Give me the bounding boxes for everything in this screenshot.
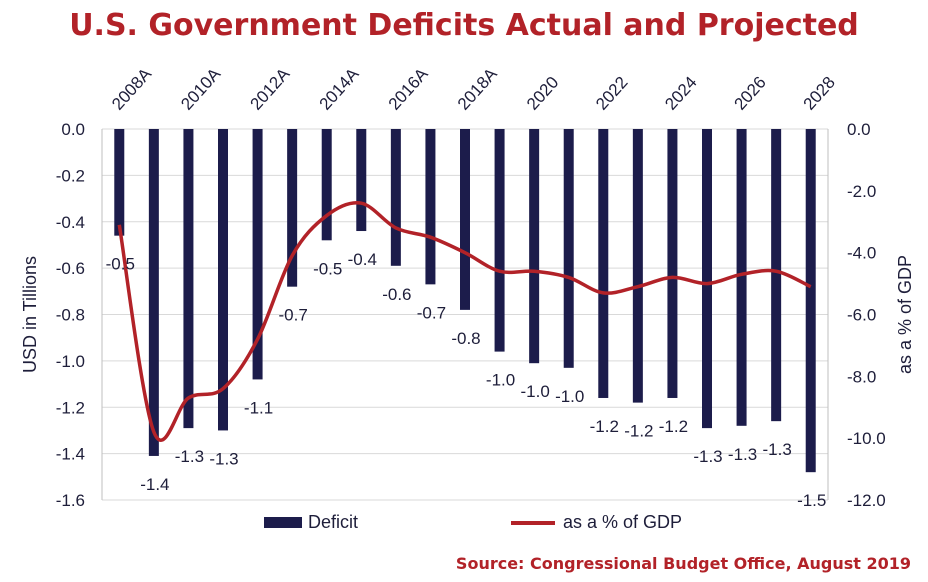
deficit-bar (183, 129, 194, 429)
deficit-bar (460, 129, 470, 310)
deficit-bar (494, 129, 505, 352)
deficit-bar (598, 129, 609, 398)
y-tick-label: -1.0 (56, 352, 85, 371)
gdp-percent-line (117, 201, 812, 442)
x-tick-label: 2008A (108, 64, 155, 114)
deficit-data-label: -1.0 (486, 371, 515, 390)
deficit-bar (252, 129, 263, 380)
deficit-bar (632, 129, 643, 403)
data-labels: -0.5 -1.4 -1.3 -1.3 -1.1 -0.7 -0.5 -0.4 -0.6 -0.7… (106, 250, 827, 510)
y-tick-label: -0.2 (56, 166, 85, 185)
deficit-data-label: -0.8 (451, 329, 480, 348)
deficit-data-label: -1.3 (728, 445, 757, 464)
x-tick-label: 2010A (177, 64, 224, 114)
y-tick-label: -1.6 (56, 491, 85, 510)
deficit-bar (667, 129, 678, 398)
x-tick-label: 2028 (800, 73, 839, 114)
deficit-data-label: -1.2 (624, 422, 653, 441)
deficit-data-label: -1.0 (520, 382, 549, 401)
y2-tick-label: -10.0 (847, 429, 886, 448)
legend-item-gdp: as a % of GDP (511, 512, 682, 533)
deficit-data-label: -0.5 (313, 259, 342, 278)
deficit-data-label: -0.6 (382, 285, 411, 304)
deficit-data-label: -0.5 (106, 255, 135, 274)
deficit-data-label: -1.5 (797, 491, 826, 510)
deficit-data-label: -1.1 (244, 398, 273, 417)
deficit-data-label: -1.3 (175, 447, 204, 466)
x-tick-label: 2026 (730, 73, 769, 114)
deficit-data-label: -1.3 (762, 440, 791, 459)
deficit-data-label: -1.2 (590, 417, 619, 436)
y-tick-label: -1.4 (56, 445, 85, 464)
deficit-bar (736, 129, 747, 426)
y2-tick-label: -2.0 (847, 182, 876, 201)
deficit-bar (563, 129, 574, 368)
y2-tick-label: 0.0 (847, 120, 871, 139)
deficit-bar (805, 129, 816, 473)
y-tick-label: -1.2 (56, 398, 85, 417)
chart-title: U.S. Government Deficits Actual and Proj… (69, 8, 859, 43)
deficit-bar (702, 129, 712, 429)
legend-label-deficit: Deficit (308, 512, 359, 532)
x-tick-label: 2014A (316, 64, 363, 114)
y-axis-title: USD in Tillions (20, 256, 40, 373)
deficit-bar (148, 129, 159, 456)
y-tick-label: -0.6 (56, 259, 85, 278)
bars (114, 129, 816, 473)
x-tick-label: 2016A (385, 64, 432, 114)
x-tick-label: 2018A (454, 64, 501, 114)
deficit-bar (390, 129, 401, 266)
y2-axis-title: as a % of GDP (895, 255, 915, 374)
deficit-data-label: -1.2 (659, 417, 688, 436)
deficit-data-label: -0.4 (348, 250, 377, 269)
deficit-data-label: -1.3 (209, 449, 238, 468)
deficit-data-label: -0.7 (417, 303, 446, 322)
deficit-bar (321, 129, 332, 241)
legend: Deficit as a % of GDP (0, 512, 928, 538)
y-tick-label: -0.4 (56, 213, 85, 232)
y-tick-label: -0.8 (56, 306, 85, 325)
gdp-line (117, 201, 812, 442)
legend-item-deficit: Deficit (264, 512, 358, 533)
deficit-bar (114, 129, 125, 236)
source-note: Source: Congressional Budget Office, Aug… (455, 554, 911, 573)
x-tick-label: 2012A (246, 64, 293, 114)
deficit-bar (771, 129, 782, 422)
y2-tick-label: -12.0 (847, 491, 886, 510)
deficit-data-label: -1.4 (140, 475, 169, 494)
y2-tick-label: -8.0 (847, 367, 876, 386)
legend-label-gdp: as a % of GDP (563, 512, 683, 532)
x-tick-label: 2024 (661, 73, 700, 114)
deficit-bar (425, 129, 436, 285)
deficit-bar (218, 129, 228, 431)
y2-tick-label: -4.0 (847, 244, 876, 263)
legend-swatch-deficit (264, 517, 302, 528)
deficit-data-label: -1.3 (693, 447, 722, 466)
x-tick-label: 2020 (523, 73, 562, 114)
deficit-data-label: -0.7 (278, 306, 307, 325)
deficit-bar (356, 129, 367, 232)
deficit-bar (287, 129, 298, 287)
legend-swatch-gdp (511, 520, 555, 525)
deficit-bar (529, 129, 540, 364)
deficit-data-label: -1.0 (555, 387, 584, 406)
y2-tick-label: -6.0 (847, 306, 876, 325)
x-tick-label: 2022 (592, 73, 631, 114)
y-tick-label: 0.0 (61, 120, 85, 139)
